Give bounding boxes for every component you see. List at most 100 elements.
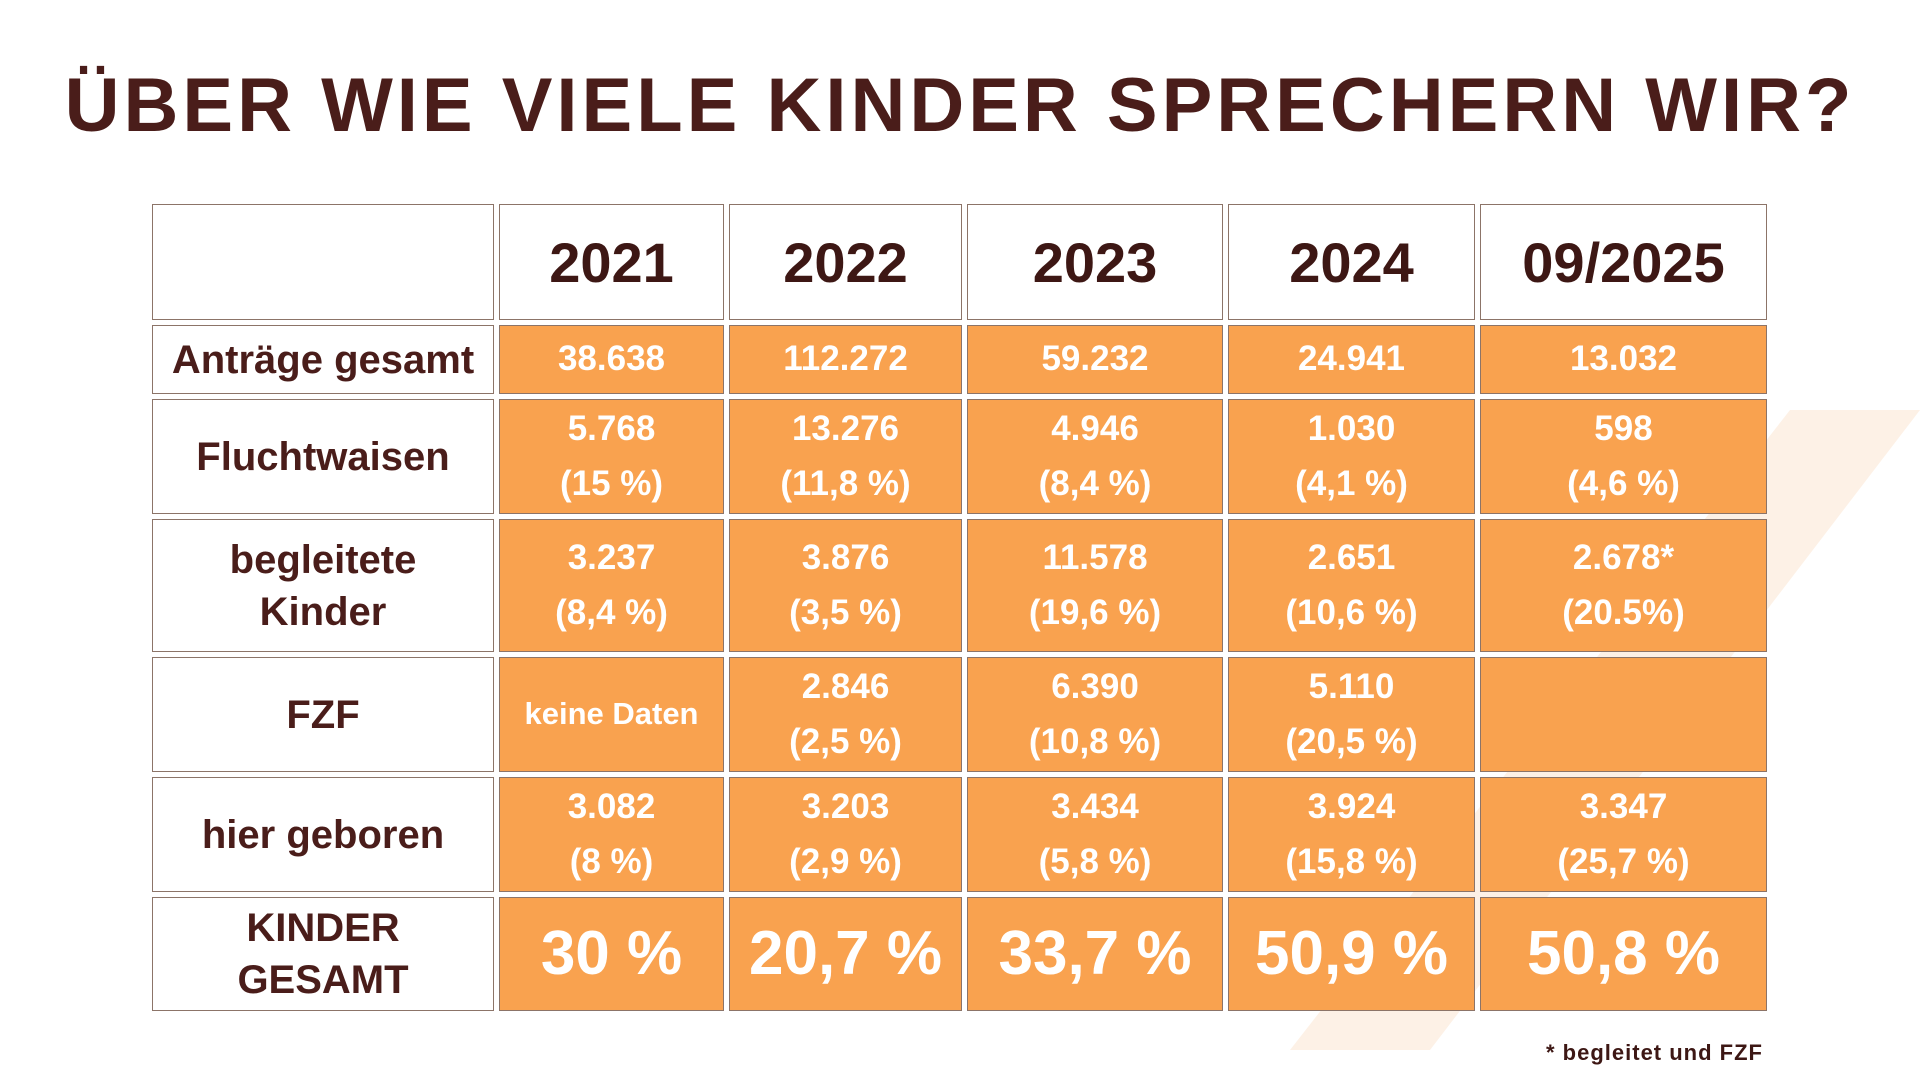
value-line: 6.390 <box>1051 667 1139 707</box>
value-cell: 2.678* (20.5%) <box>1480 519 1767 652</box>
value-cell: 13.276 (11,8 %) <box>729 399 962 514</box>
footnote: * begleitet und FZF <box>1546 1040 1763 1065</box>
value-line: 5.768 <box>567 409 656 449</box>
value-cell: 50,8 % <box>1480 897 1767 1011</box>
value-cell: 5.768 (15 %) <box>499 399 724 514</box>
value-line: 59.232 <box>1041 339 1149 379</box>
value-line: 30 % <box>540 918 683 988</box>
value-line: (5,8 %) <box>1038 841 1152 881</box>
value-cell: 4.946 (8,4 %) <box>967 399 1223 514</box>
value-line: (10,8 %) <box>1028 721 1162 761</box>
value-line: 50,9 % <box>1254 918 1449 988</box>
value-cell: 11.578 (19,6 %) <box>967 519 1223 652</box>
label-line: KINDER GESAMT <box>237 906 409 1002</box>
table: 2021 2022 2023 2024 09/2025 Anträge gesamt 38.… <box>152 204 1767 1011</box>
value-cell: 1.030 (4,1 %) <box>1228 399 1475 514</box>
value-line: 598 <box>1594 409 1653 449</box>
value-line: (2,5 %) <box>789 721 902 761</box>
value-cell <box>1480 657 1767 772</box>
value-cell: 38.638 <box>499 325 724 394</box>
value-cell: 3.924 (15,8 %) <box>1228 777 1475 892</box>
label-line: hier geboren <box>201 812 445 857</box>
row-label: FZF <box>152 657 494 772</box>
value-cell: 24.941 <box>1228 325 1475 394</box>
value-line: (8,4 %) <box>1038 463 1152 503</box>
row-label: KINDER GESAMT <box>152 897 494 1011</box>
header-cell: 2021 <box>499 204 724 320</box>
value-line: 3.237 <box>567 538 656 578</box>
value-cell: 3.347 (25,7 %) <box>1480 777 1767 892</box>
value-cell: 3.237 (8,4 %) <box>499 519 724 652</box>
value-line: 11.578 <box>1042 538 1148 578</box>
value-cell: 3.203 (2,9 %) <box>729 777 962 892</box>
value-line: 3.203 <box>801 787 890 827</box>
value-line: (8 %) <box>569 841 654 881</box>
value-line: 5.110 <box>1308 667 1395 707</box>
value-line: 3.082 <box>567 787 656 827</box>
value-line: 3.347 <box>1579 787 1668 827</box>
value-line: (20.5%) <box>1562 592 1685 632</box>
value-cell: 112.272 <box>729 325 962 394</box>
value-line: (3,5 %) <box>789 592 902 632</box>
value-line: 24.941 <box>1297 339 1406 379</box>
value-cell: 3.876 (3,5 %) <box>729 519 962 652</box>
header-cell: 2022 <box>729 204 962 320</box>
value-line: 3.434 <box>1051 787 1139 827</box>
value-cell: 50,9 % <box>1228 897 1475 1011</box>
value-cell: 3.434 (5,8 %) <box>967 777 1223 892</box>
value-line: 2.678* <box>1572 538 1675 578</box>
label-line: begleitete <box>229 537 417 582</box>
value-cell: 3.082 (8 %) <box>499 777 724 892</box>
value-line: (20,5 %) <box>1285 721 1418 761</box>
row-label: Fluchtwaisen <box>152 399 494 514</box>
value-cell: keine Daten <box>499 657 724 772</box>
value-line: (11,8 %) <box>780 463 911 503</box>
value-line: 50,8 % <box>1526 918 1721 988</box>
value-line: (4,6 %) <box>1567 463 1680 503</box>
value-line: (10,6 %) <box>1285 592 1418 632</box>
value-line: (2,9 %) <box>789 841 902 881</box>
value-line: (25,7 %) <box>1557 841 1690 881</box>
value-cell: 20,7 % <box>729 897 962 1011</box>
value-cell: 5.110 (20,5 %) <box>1228 657 1475 772</box>
row-label: hier geboren <box>152 777 494 892</box>
value-line: 13.032 <box>1569 339 1678 379</box>
label-line: Kinder <box>259 589 387 634</box>
value-cell: 2.846 (2,5 %) <box>729 657 962 772</box>
value-line: 2.846 <box>801 667 890 707</box>
value-cell: 13.032 <box>1480 325 1767 394</box>
value-line: 13.276 <box>791 409 900 449</box>
value-line: 20,7 % <box>748 918 943 988</box>
title: ÜBER WIE VIELE KINDER SPRECHERN WIR? <box>64 63 1856 148</box>
value-line: 3.924 <box>1307 787 1396 827</box>
value-cell: 33,7 % <box>967 897 1223 1011</box>
value-line: 3.876 <box>801 538 890 578</box>
value-cell: 30 % <box>499 897 724 1011</box>
value-line: 33,7 % <box>998 918 1192 988</box>
value-cell: 6.390 (10,8 %) <box>967 657 1223 772</box>
value-line: keine Daten <box>524 696 699 732</box>
value-line: (19,6 %) <box>1028 592 1162 632</box>
value-cell: 598 (4,6 %) <box>1480 399 1767 514</box>
value-line: 2.651 <box>1307 538 1396 578</box>
value-line: (8,4 %) <box>555 592 668 632</box>
label-line: Fluchtwaisen <box>196 434 450 479</box>
value-line: 4.946 <box>1051 409 1139 449</box>
row-label: Anträge gesamt <box>152 325 494 394</box>
value-cell: 2.651 (10,6 %) <box>1228 519 1475 652</box>
value-cell: 59.232 <box>967 325 1223 394</box>
label-line: FZF <box>286 692 360 737</box>
header-cell: 2023 <box>967 204 1223 320</box>
value-line: (4,1 %) <box>1295 463 1408 503</box>
header-cell: 2024 <box>1228 204 1475 320</box>
value-line: 38.638 <box>557 339 666 379</box>
value-line: (15 %) <box>559 463 664 503</box>
value-line: 1.030 <box>1307 409 1396 449</box>
row-label: begleitete Kinder <box>152 519 494 652</box>
value-line: 112.272 <box>783 339 908 379</box>
label-line: Anträge gesamt <box>171 337 475 382</box>
value-line: (15,8 %) <box>1285 841 1418 881</box>
corner-cell <box>152 204 494 320</box>
header-cell: 09/2025 <box>1480 204 1767 320</box>
